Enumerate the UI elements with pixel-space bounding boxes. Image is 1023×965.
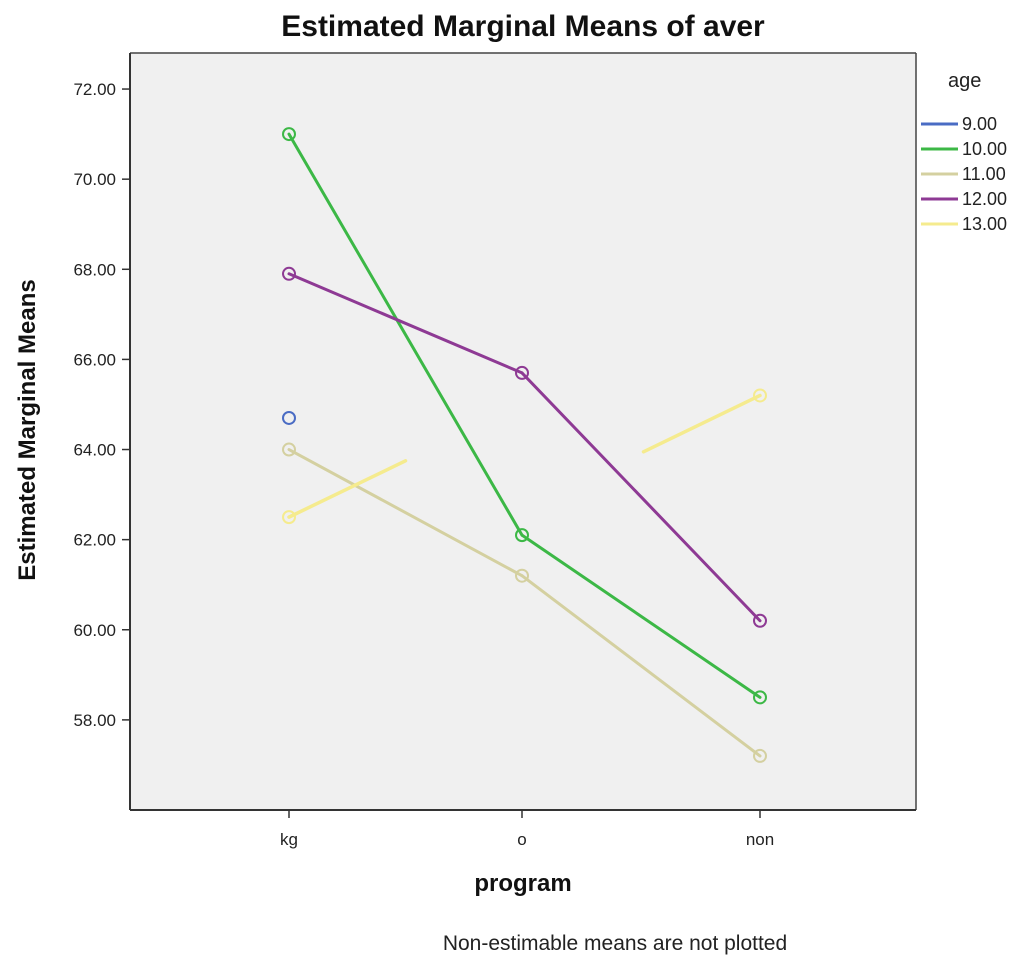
data-point-marker [753, 690, 767, 705]
data-point-marker [753, 388, 767, 403]
y-tick-label: 70.00 [73, 170, 116, 189]
data-point-marker [515, 528, 529, 543]
x-tick-label: non [746, 830, 774, 849]
legend-title: age [948, 70, 982, 92]
legend-label: 10.00 [962, 139, 1007, 159]
y-tick-label: 58.00 [73, 711, 116, 730]
y-tick-label: 62.00 [73, 531, 116, 550]
data-point-marker [282, 127, 296, 142]
series-line-segment [520, 533, 762, 699]
legend-label: 9.00 [962, 114, 997, 134]
series-10.00 [282, 127, 767, 705]
series-line-segment [287, 459, 408, 519]
series-line-segment [520, 371, 762, 623]
legend-label: 11.00 [962, 164, 1006, 184]
data-point-marker [753, 613, 767, 628]
legend-label: 12.00 [962, 189, 1007, 209]
series-9.00 [282, 410, 296, 425]
series-line-segment [520, 574, 762, 758]
data-point-marker [753, 748, 767, 763]
footnote: Non-estimable means are not plotted [442, 932, 788, 955]
series-13.00 [282, 388, 767, 525]
y-tick-label: 60.00 [73, 621, 116, 640]
y-tick-label: 66.00 [73, 350, 116, 369]
data-point-marker [282, 510, 296, 525]
series-line-segment [641, 393, 762, 454]
legend-label: 13.00 [962, 214, 1007, 234]
series-line-segment [287, 272, 524, 375]
series-line-segment [287, 448, 524, 578]
y-tick-label: 64.00 [73, 441, 116, 460]
y-tick-label: 72.00 [73, 80, 116, 99]
series-11.00 [282, 442, 767, 763]
x-axis-title: program [474, 870, 572, 897]
data-point-marker [282, 410, 296, 425]
series-line-segment [287, 132, 524, 537]
data-point-marker [515, 568, 529, 583]
data-point-marker [515, 365, 529, 380]
x-tick-label: o [517, 830, 526, 849]
chart-title: Estimated Marginal Means of aver [281, 10, 765, 43]
data-point-marker [282, 442, 296, 457]
plot-area [130, 53, 916, 810]
x-tick-label: kg [280, 830, 298, 849]
y-tick-label: 68.00 [73, 260, 116, 279]
data-point-marker [282, 266, 296, 281]
series-12.00 [282, 266, 767, 628]
